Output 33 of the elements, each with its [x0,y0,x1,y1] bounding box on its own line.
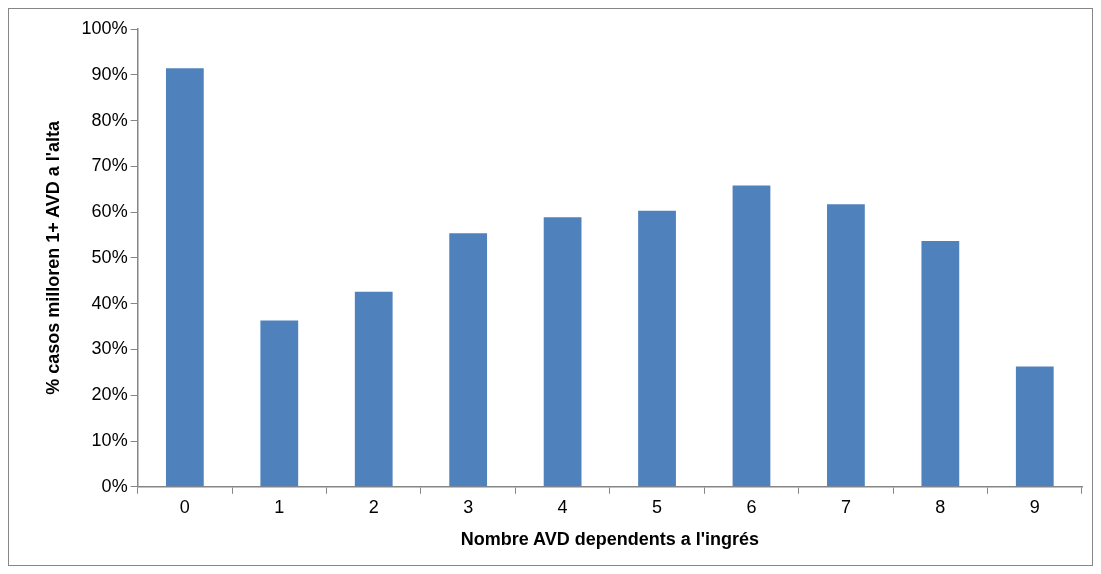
x-tick-label: 0 [179,496,190,517]
bar [449,233,488,487]
x-tick-label: 9 [1029,496,1040,517]
y-tick-label: 90% [91,63,128,84]
bar [638,210,676,487]
y-tick-label: 100% [81,17,128,38]
y-tick-label: 20% [91,384,128,405]
x-axis-title: Nombre AVD dependents a l'ingrés [460,529,759,550]
y-tick-label: 60% [91,201,128,222]
bar [543,217,582,487]
y-tick-label: 10% [91,429,128,450]
bar [827,204,865,487]
bar [165,68,204,487]
x-tick-label: 2 [368,496,379,517]
bar [354,291,393,487]
bar [732,185,771,487]
bar [1015,366,1054,487]
bar [921,240,960,487]
y-tick-label: 40% [91,292,128,313]
x-tick-label: 8 [935,496,946,517]
y-axis-title: % casos milloren 1+ AVD a l'alta [42,119,63,395]
y-tick-label: 50% [91,246,128,267]
x-tick-label: 5 [652,496,663,517]
y-tick-label: 0% [101,475,128,496]
x-tick-label: 6 [746,496,757,517]
x-tick-label: 4 [557,496,568,517]
y-tick-label: 70% [91,155,128,176]
x-tick-label: 7 [840,496,851,517]
y-tick-label: 30% [91,338,128,359]
y-tick-label: 80% [91,109,128,130]
bar [260,320,299,487]
x-tick-label: 3 [463,496,474,517]
x-tick-label: 1 [274,496,285,517]
